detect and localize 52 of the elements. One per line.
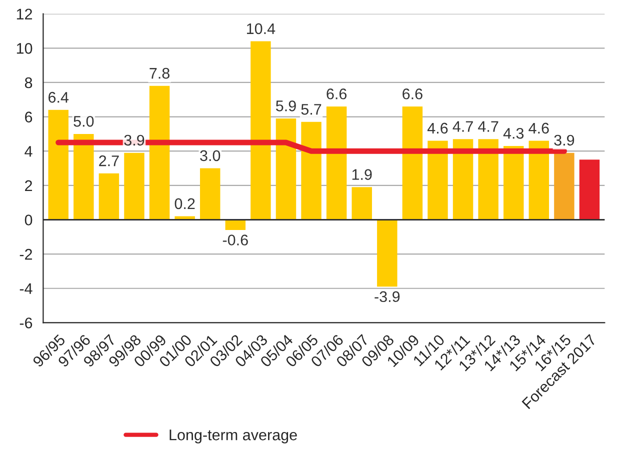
- y-tick-label: 4: [24, 146, 32, 157]
- y-tick-label: -4: [20, 283, 32, 294]
- bar: [74, 134, 94, 220]
- bar: [326, 106, 347, 220]
- bar: [48, 110, 68, 220]
- data-label: 10.4: [246, 23, 276, 34]
- data-label: 4.6: [528, 122, 549, 134]
- bar: [478, 139, 498, 220]
- data-label: 2.7: [99, 155, 119, 166]
- bar: [579, 160, 600, 220]
- bar: [124, 152, 144, 220]
- data-label: 4.7: [478, 121, 498, 132]
- bar: [528, 140, 550, 220]
- data-label: -3.9: [374, 291, 400, 302]
- legend-label: Long-term average: [170, 430, 297, 444]
- bar: [225, 220, 246, 230]
- y-tick-label: 10: [16, 43, 32, 54]
- y-tick-label: -6: [20, 318, 32, 328]
- y-tick-label: 12: [16, 8, 32, 20]
- data-label: 3.9: [554, 134, 574, 146]
- bar: [402, 106, 423, 220]
- data-label: 5.9: [276, 100, 296, 112]
- bar: [452, 139, 474, 220]
- bar: [554, 152, 574, 220]
- y-tick-label: 2: [25, 180, 32, 191]
- data-label: 6.6: [326, 88, 347, 100]
- y-tick-label: 0: [24, 214, 32, 226]
- bar: [377, 220, 398, 287]
- data-label: 5.7: [301, 104, 322, 115]
- data-label: 6.6: [402, 88, 422, 100]
- data-label: 4.3: [503, 128, 524, 139]
- y-tick-label: 8: [24, 77, 32, 88]
- data-label: 6.4: [48, 92, 69, 103]
- bar: [200, 168, 220, 220]
- y-tick-label: -2: [20, 248, 32, 260]
- data-label: 4.7: [452, 121, 473, 132]
- bar: [250, 41, 271, 220]
- data-label: 0.2: [174, 198, 195, 210]
- y-tick-label: 6: [25, 112, 32, 122]
- data-label: 1.9: [352, 169, 372, 180]
- data-label: 5.0: [74, 116, 94, 127]
- data-label: 4.6: [427, 122, 448, 134]
- bar: [301, 122, 322, 220]
- bar: [276, 118, 296, 220]
- data-label: 3.0: [200, 150, 220, 162]
- data-label: 7.8: [150, 68, 170, 79]
- bar: [352, 187, 372, 220]
- bar: [98, 173, 120, 220]
- bar: [149, 86, 170, 220]
- bar: [428, 140, 448, 220]
- data-label: -0.6: [222, 234, 248, 246]
- bar: [503, 146, 524, 220]
